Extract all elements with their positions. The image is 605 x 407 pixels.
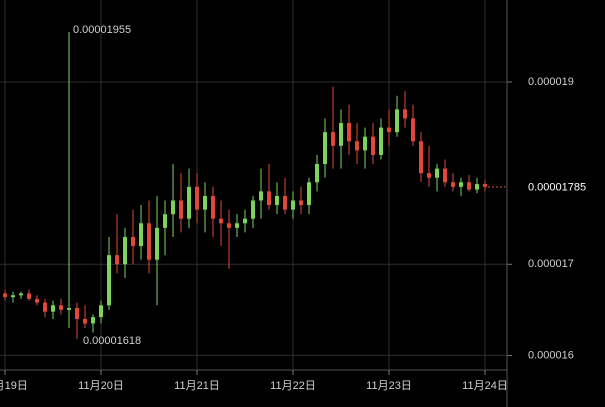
candle-body (379, 127, 383, 155)
candle-body (115, 255, 119, 265)
candle-body (59, 305, 63, 310)
max-price-label: 0.00001955 (73, 24, 131, 36)
x-tick-label: 11月22日 (270, 380, 316, 392)
candle-body (427, 173, 431, 178)
candle-body (227, 223, 231, 228)
candle-body (435, 168, 439, 178)
candle-body (291, 200, 295, 210)
candle-body (403, 109, 407, 119)
candle-body (235, 223, 239, 228)
candle-body (355, 141, 359, 151)
candle-body (211, 195, 215, 219)
candle-body (331, 132, 335, 146)
candle-body (467, 182, 471, 190)
candle-body (395, 109, 399, 133)
candle-body (483, 184, 487, 187)
candle-body (251, 200, 255, 219)
current-price-label: 0.00001785 (528, 182, 586, 194)
y-tick-label: 0.000019 (528, 76, 574, 88)
candle-body (243, 218, 247, 224)
candle-body (283, 195, 287, 210)
x-tick-label: 11月19日 (0, 380, 28, 392)
candle-body (19, 293, 23, 296)
candle-body (315, 164, 319, 183)
candle-body (75, 308, 79, 319)
candle-body (123, 236, 127, 265)
candle-body (411, 118, 415, 142)
x-tick-label: 11月20日 (78, 380, 124, 392)
min-price-label: 0.00001618 (83, 335, 141, 347)
candle-body (155, 227, 159, 260)
x-tick-label: 11月21日 (174, 380, 220, 392)
candle-body (139, 223, 143, 247)
candle-body (443, 168, 447, 183)
candle-body (451, 182, 455, 187)
candle-body (147, 223, 151, 260)
candle-body (3, 293, 7, 298)
candle-body (323, 132, 327, 165)
candle-body (107, 255, 111, 306)
candle-body (363, 136, 367, 151)
candle-body (459, 182, 463, 187)
candle-body (83, 318, 87, 324)
candle-body (275, 195, 279, 206)
candle-body (43, 302, 47, 312)
candle-body (195, 186, 199, 210)
candle-body (475, 184, 479, 190)
candle-body (387, 127, 391, 133)
candle-body (339, 123, 343, 146)
candle-body (307, 182, 311, 206)
candle-body (51, 305, 55, 312)
x-tick-label: 11月24日 (462, 380, 508, 392)
candle-body (187, 186, 191, 219)
candle-body (171, 200, 175, 215)
y-tick-label: 0.000017 (528, 258, 574, 270)
candle-body (67, 308, 71, 310)
candle-body (131, 236, 135, 247)
candle-body (27, 293, 31, 299)
candle-body (99, 305, 103, 318)
candle-body (371, 136, 375, 155)
candle-body (347, 123, 351, 142)
candle-body (259, 191, 263, 201)
candle-body (219, 218, 223, 224)
x-tick-label: 11月23日 (366, 380, 412, 392)
candle-body (91, 317, 95, 324)
candle-body (299, 200, 303, 206)
candle-body (267, 191, 271, 206)
candle-body (35, 298, 39, 303)
candle-body (179, 200, 183, 219)
candle-body (11, 295, 15, 298)
candle-body (419, 141, 423, 174)
candle-body (163, 214, 167, 228)
candle-body (203, 195, 207, 210)
y-tick-label: 0.000016 (528, 349, 574, 361)
